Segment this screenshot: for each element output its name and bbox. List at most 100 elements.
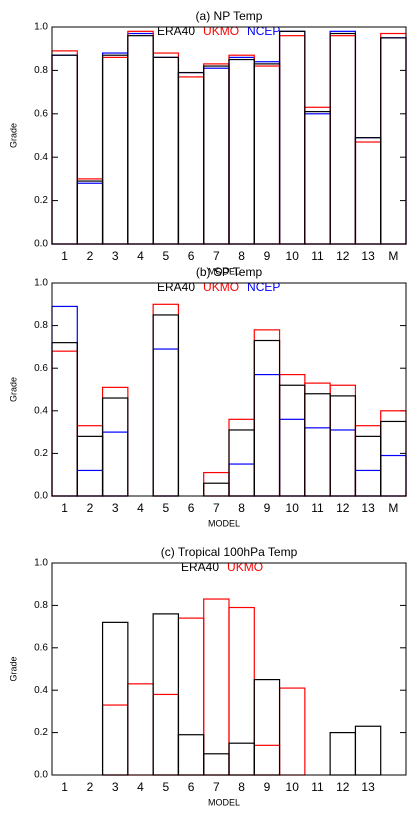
bar	[76, 469, 104, 497]
x-tick-label: 9	[264, 780, 271, 794]
y-tick-label: 0.4	[34, 685, 48, 696]
bar	[253, 339, 281, 497]
bar	[253, 61, 281, 245]
bar	[228, 56, 255, 245]
x-axis-label: MODEL	[208, 266, 240, 276]
bar	[127, 32, 154, 245]
y-tick-label: 0.6	[34, 108, 48, 119]
bar	[51, 350, 78, 497]
bar	[228, 54, 255, 245]
panel-title: (b) SP Temp	[196, 265, 263, 279]
bar	[152, 52, 180, 245]
bar	[101, 397, 129, 497]
bar	[228, 429, 255, 497]
x-axis-label: MODEL	[208, 518, 240, 528]
y-tick-label: 0.2	[34, 195, 48, 206]
x-tick-label: 11	[311, 249, 324, 263]
bar	[329, 429, 357, 497]
bar	[228, 463, 255, 497]
x-tick-label: 3	[112, 780, 119, 794]
y-tick-label: 0.2	[34, 727, 48, 738]
x-tick-label: 10	[286, 780, 300, 794]
bar	[253, 329, 281, 497]
bar	[127, 35, 154, 245]
bar	[380, 37, 407, 245]
bar	[329, 30, 357, 245]
bar	[51, 342, 78, 497]
bar	[101, 386, 129, 497]
bar	[278, 418, 306, 497]
bar	[278, 687, 306, 776]
bar	[304, 427, 331, 497]
y-tick-label: 0.0	[34, 491, 48, 502]
x-tick-label: M	[388, 501, 398, 515]
x-tick-label: 11	[311, 780, 324, 794]
y-tick-label: 0.4	[34, 152, 48, 163]
legend-entry: UKMO	[227, 560, 263, 574]
bar	[152, 303, 180, 497]
bar	[177, 734, 205, 776]
bar	[380, 454, 407, 497]
y-tick-label: 0.0	[34, 770, 48, 781]
bar	[228, 606, 255, 776]
y-tick-label: 0.6	[34, 363, 48, 374]
legend-entry: UKMO	[203, 24, 239, 38]
bar	[101, 704, 129, 776]
y-tick-label: 1.0	[34, 22, 48, 33]
x-tick-label: 8	[238, 780, 245, 794]
bar	[228, 742, 255, 776]
bar	[228, 418, 255, 497]
x-tick-label: 9	[264, 249, 271, 263]
bar	[253, 744, 281, 776]
x-tick-label: 13	[361, 249, 375, 263]
x-tick-label: 7	[213, 249, 220, 263]
bar	[177, 71, 205, 245]
bar	[278, 30, 306, 245]
bar	[304, 113, 331, 245]
bar	[203, 63, 230, 245]
bar	[152, 314, 180, 497]
x-tick-label: 8	[238, 501, 245, 515]
bar	[76, 435, 104, 497]
bar	[177, 76, 205, 245]
x-tick-label: M	[388, 249, 398, 263]
bar	[278, 30, 306, 245]
bar	[51, 50, 78, 245]
bar	[329, 731, 357, 776]
bar	[304, 393, 331, 497]
legend-entry: ERA40	[181, 560, 219, 574]
x-tick-label: 6	[188, 501, 195, 515]
x-tick-label: 13	[361, 501, 375, 515]
bar	[152, 56, 180, 245]
x-tick-label: 12	[336, 501, 350, 515]
x-tick-label: 7	[213, 501, 220, 515]
bar	[152, 56, 180, 245]
bar	[304, 382, 331, 497]
x-tick-label: 8	[238, 249, 245, 263]
x-tick-label: 4	[137, 501, 144, 515]
bar	[354, 137, 382, 245]
bar	[76, 180, 104, 245]
bar	[203, 482, 230, 497]
bar	[101, 431, 129, 497]
panel-title: (a) NP Temp	[196, 9, 263, 23]
bar	[51, 54, 78, 245]
bar	[304, 111, 331, 245]
bar	[228, 58, 255, 245]
plot-frame	[51, 282, 407, 497]
legend-entry: ERA40	[157, 24, 195, 38]
bar	[177, 71, 205, 245]
x-tick-label: 1	[61, 501, 68, 515]
y-axis-label: Grade	[8, 656, 18, 681]
x-tick-label: 1	[61, 249, 68, 263]
x-tick-label: 1	[61, 780, 68, 794]
legend-entry: ERA40	[157, 280, 195, 294]
y-tick-label: 0.0	[34, 239, 48, 250]
x-tick-label: 3	[112, 501, 119, 515]
bar	[203, 67, 230, 245]
x-tick-label: 3	[112, 249, 119, 263]
y-tick-label: 1.0	[34, 558, 48, 569]
y-tick-label: 0.8	[34, 320, 48, 331]
bar	[329, 35, 357, 245]
bar	[127, 683, 154, 776]
